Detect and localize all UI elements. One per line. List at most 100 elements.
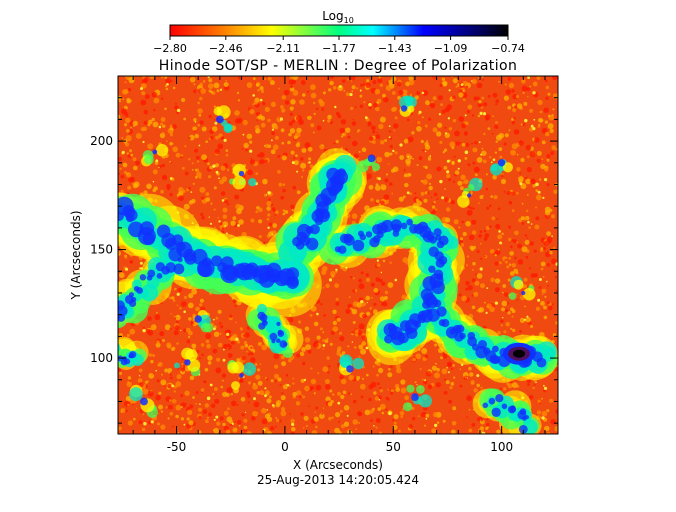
field-blob [177,257,183,263]
speckle-dot [195,391,199,395]
speckle-dot [220,191,226,196]
speckle-dot [465,121,469,126]
speckle-dot [173,330,179,336]
speckle-bright [447,371,450,374]
speckle-dot [549,251,553,255]
speckle-dot [182,189,186,193]
speckle-dot [348,296,351,299]
speckle-dot [125,135,132,142]
field-blob [124,295,134,304]
speckle-dot [537,117,543,123]
speckle-dot [171,80,173,82]
speckle-dot [503,190,506,193]
speckle-dot [450,429,456,434]
speckle-dot [464,376,467,379]
speckle-dot [459,368,462,370]
field-blob [517,410,527,420]
speckle-dot [380,184,383,186]
speckle-dot [249,351,254,356]
speckle-dot [306,425,308,427]
speckle-bright [388,125,391,127]
speckle-dot [279,383,282,386]
speckle-dot [160,424,166,430]
speckle-dot [350,393,353,396]
speckle-dot [360,83,363,87]
speckle-dot [476,157,483,163]
speckle-dot [365,295,371,301]
speckle-dot [466,255,470,258]
field-blob [257,311,266,320]
speckle-dot [250,346,253,349]
speckle-dot [505,322,511,327]
field-blob [491,407,501,417]
field-blob [365,231,373,238]
speckle-dot [435,382,441,388]
speckle-dot [301,175,304,178]
speckle-dot [171,296,175,300]
speckle-bright [425,417,428,420]
speckle-dot [199,176,202,179]
speckle-dot [512,107,517,113]
speckle-dot [392,424,398,430]
speckle-dot [132,157,137,162]
speckle-bright [286,384,290,387]
speckle-dot [213,105,216,108]
speckle-dot [424,124,428,128]
field-fragment-core [238,170,245,177]
speckle-dot [497,234,503,240]
speckle-dot [326,356,330,360]
speckle-dot [536,410,542,415]
field-blob [422,300,431,309]
speckle-dot [384,178,389,183]
speckle-dot [471,278,476,283]
speckle-dot [281,95,286,100]
speckle-dot [322,331,325,334]
speckle-dot [484,301,486,304]
speckle-dot [169,133,174,137]
field-blob [276,321,281,326]
speckle-dot [191,288,198,295]
speckle-dot [503,387,507,391]
speckle-dot [348,392,351,395]
speckle-dot [172,86,176,90]
speckle-dot [247,394,251,399]
speckle-dot [230,220,236,226]
speckle-dot [192,396,195,399]
speckle-dot [302,395,306,399]
speckle-dot [335,301,340,306]
speckle-dot [174,105,179,110]
speckle-dot [549,398,554,403]
speckle-dot [546,263,551,267]
speckle-dot [392,166,399,172]
speckle-dot [375,183,379,187]
speckle-dot [319,144,325,150]
speckle-dot [521,85,528,92]
speckle-dot [153,97,160,104]
speckle-dot [546,409,550,413]
speckle-dot [500,178,507,185]
speckle-dot [554,425,558,432]
speckle-dot [511,191,515,196]
speckle-dot [258,152,265,158]
speckle-dot [277,154,281,158]
speckle-dot [221,227,225,231]
speckle-dot [394,383,400,389]
speckle-dot [466,209,473,216]
speckle-dot [127,185,132,190]
speckle-bright [215,170,219,174]
colorbar-tick-label: −0.74 [491,42,525,55]
speckle-dot [489,204,492,208]
speckle-dot [201,196,205,200]
speckle-dot [472,161,476,165]
speckle-dot [352,399,357,404]
speckle-dot [466,110,471,114]
speckle-dot [269,395,272,399]
speckle-dot [540,267,544,271]
speckle-dot [501,300,508,307]
speckle-dot [525,178,531,185]
speckle-dot [443,148,448,152]
speckle-dot [166,186,170,191]
speckle-dot [518,140,524,146]
speckle-dot [321,144,324,147]
